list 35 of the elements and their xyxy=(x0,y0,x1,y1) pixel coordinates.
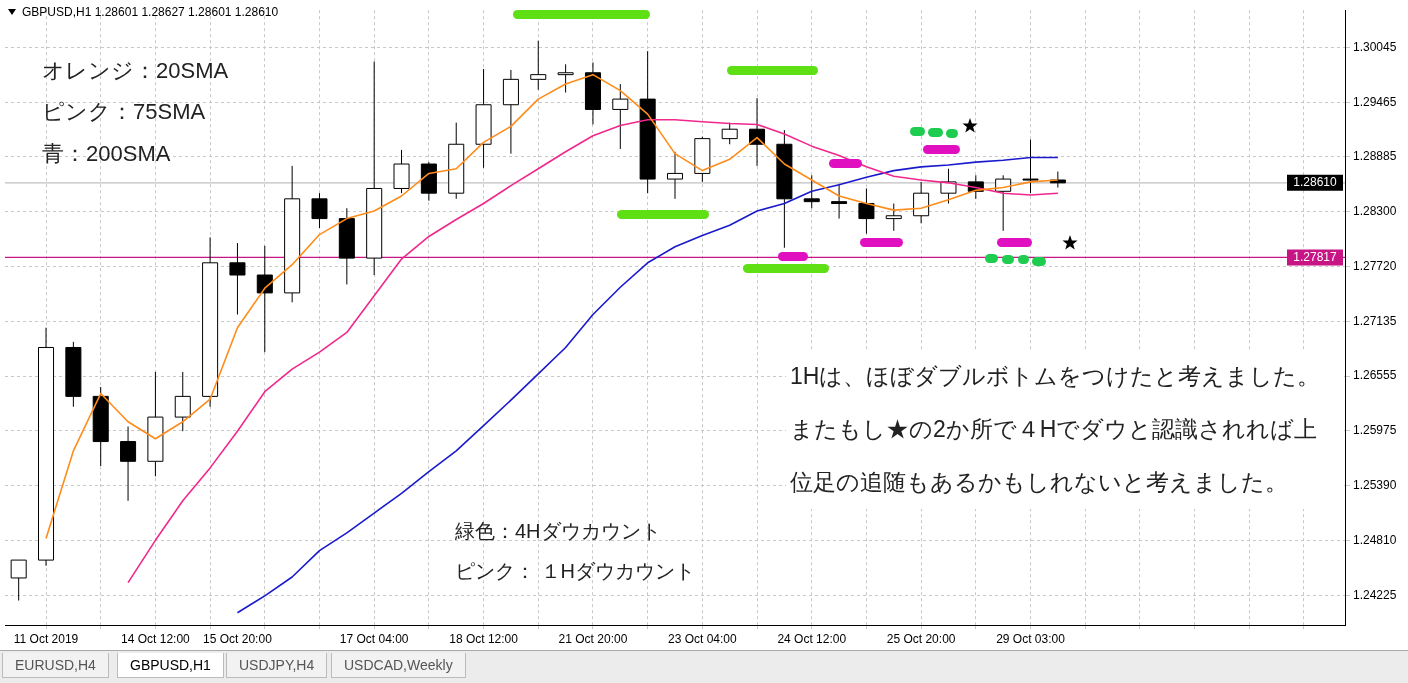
annotation: 1Hは、ほぼダブルボトムをつけたと考えました。またもし★の2か所で４Hでダウと認識されれば上位足の追随もあるかもしれないと考えました。 xyxy=(786,350,1344,509)
annotation: オレンジ：20SMA xyxy=(42,57,229,85)
y-tick-label: 1.27135 xyxy=(1353,313,1397,328)
y-tick-label: 1.28885 xyxy=(1353,149,1397,164)
x-tick-label: 23 Oct 04:00 xyxy=(667,631,738,646)
y-tick-label: 1.26555 xyxy=(1353,368,1397,383)
annotation: 青：200SMA xyxy=(42,140,171,168)
candlestick xyxy=(120,426,137,502)
chart-title: GBPUSD,H1 1.28601 1.28627 1.28601 1.28610 xyxy=(22,4,279,19)
x-tick-label: 11 Oct 2019 xyxy=(13,631,79,646)
x-tick-label: 24 Oct 12:00 xyxy=(777,631,847,646)
y-tick-label: 1.29465 xyxy=(1353,94,1397,109)
y-tick-label: 1.24810 xyxy=(1353,532,1397,547)
y-tick-label: 1.28300 xyxy=(1353,204,1397,219)
ref-line-label: 1.27817 xyxy=(1293,249,1338,264)
x-tick-label: 15 Oct 20:00 xyxy=(203,631,273,646)
y-tick-label: 1.27720 xyxy=(1353,258,1397,273)
text: USDJPY,H4 xyxy=(226,653,328,678)
text: EURUSD,H4 xyxy=(2,653,109,678)
ref-line-label: 1.28610 xyxy=(1293,175,1338,190)
y-tick-label: 1.24225 xyxy=(1353,587,1397,602)
annotation: 緑色：4Hダウカウント xyxy=(455,519,661,544)
text: GBPUSD,H1 xyxy=(117,653,224,678)
x-tick-label: 17 Oct 04:00 xyxy=(339,631,409,646)
x-tick-label: 18 Oct 12:00 xyxy=(449,631,519,646)
annotation: ピンク：75SMA xyxy=(42,98,206,126)
text: USDCAD,Weekly xyxy=(331,653,466,678)
x-tick-label: 25 Oct 20:00 xyxy=(886,631,956,646)
y-tick-label: 1.25975 xyxy=(1353,423,1397,438)
x-tick-label: 29 Oct 03:00 xyxy=(996,631,1066,646)
annotation: ピンク： １Hダウカウント xyxy=(455,559,695,584)
x-tick-label: 14 Oct 12:00 xyxy=(121,631,191,646)
y-tick-label: 1.30045 xyxy=(1353,40,1397,55)
y-tick-label: 1.25390 xyxy=(1353,478,1397,493)
x-tick-label: 21 Oct 20:00 xyxy=(558,631,628,646)
